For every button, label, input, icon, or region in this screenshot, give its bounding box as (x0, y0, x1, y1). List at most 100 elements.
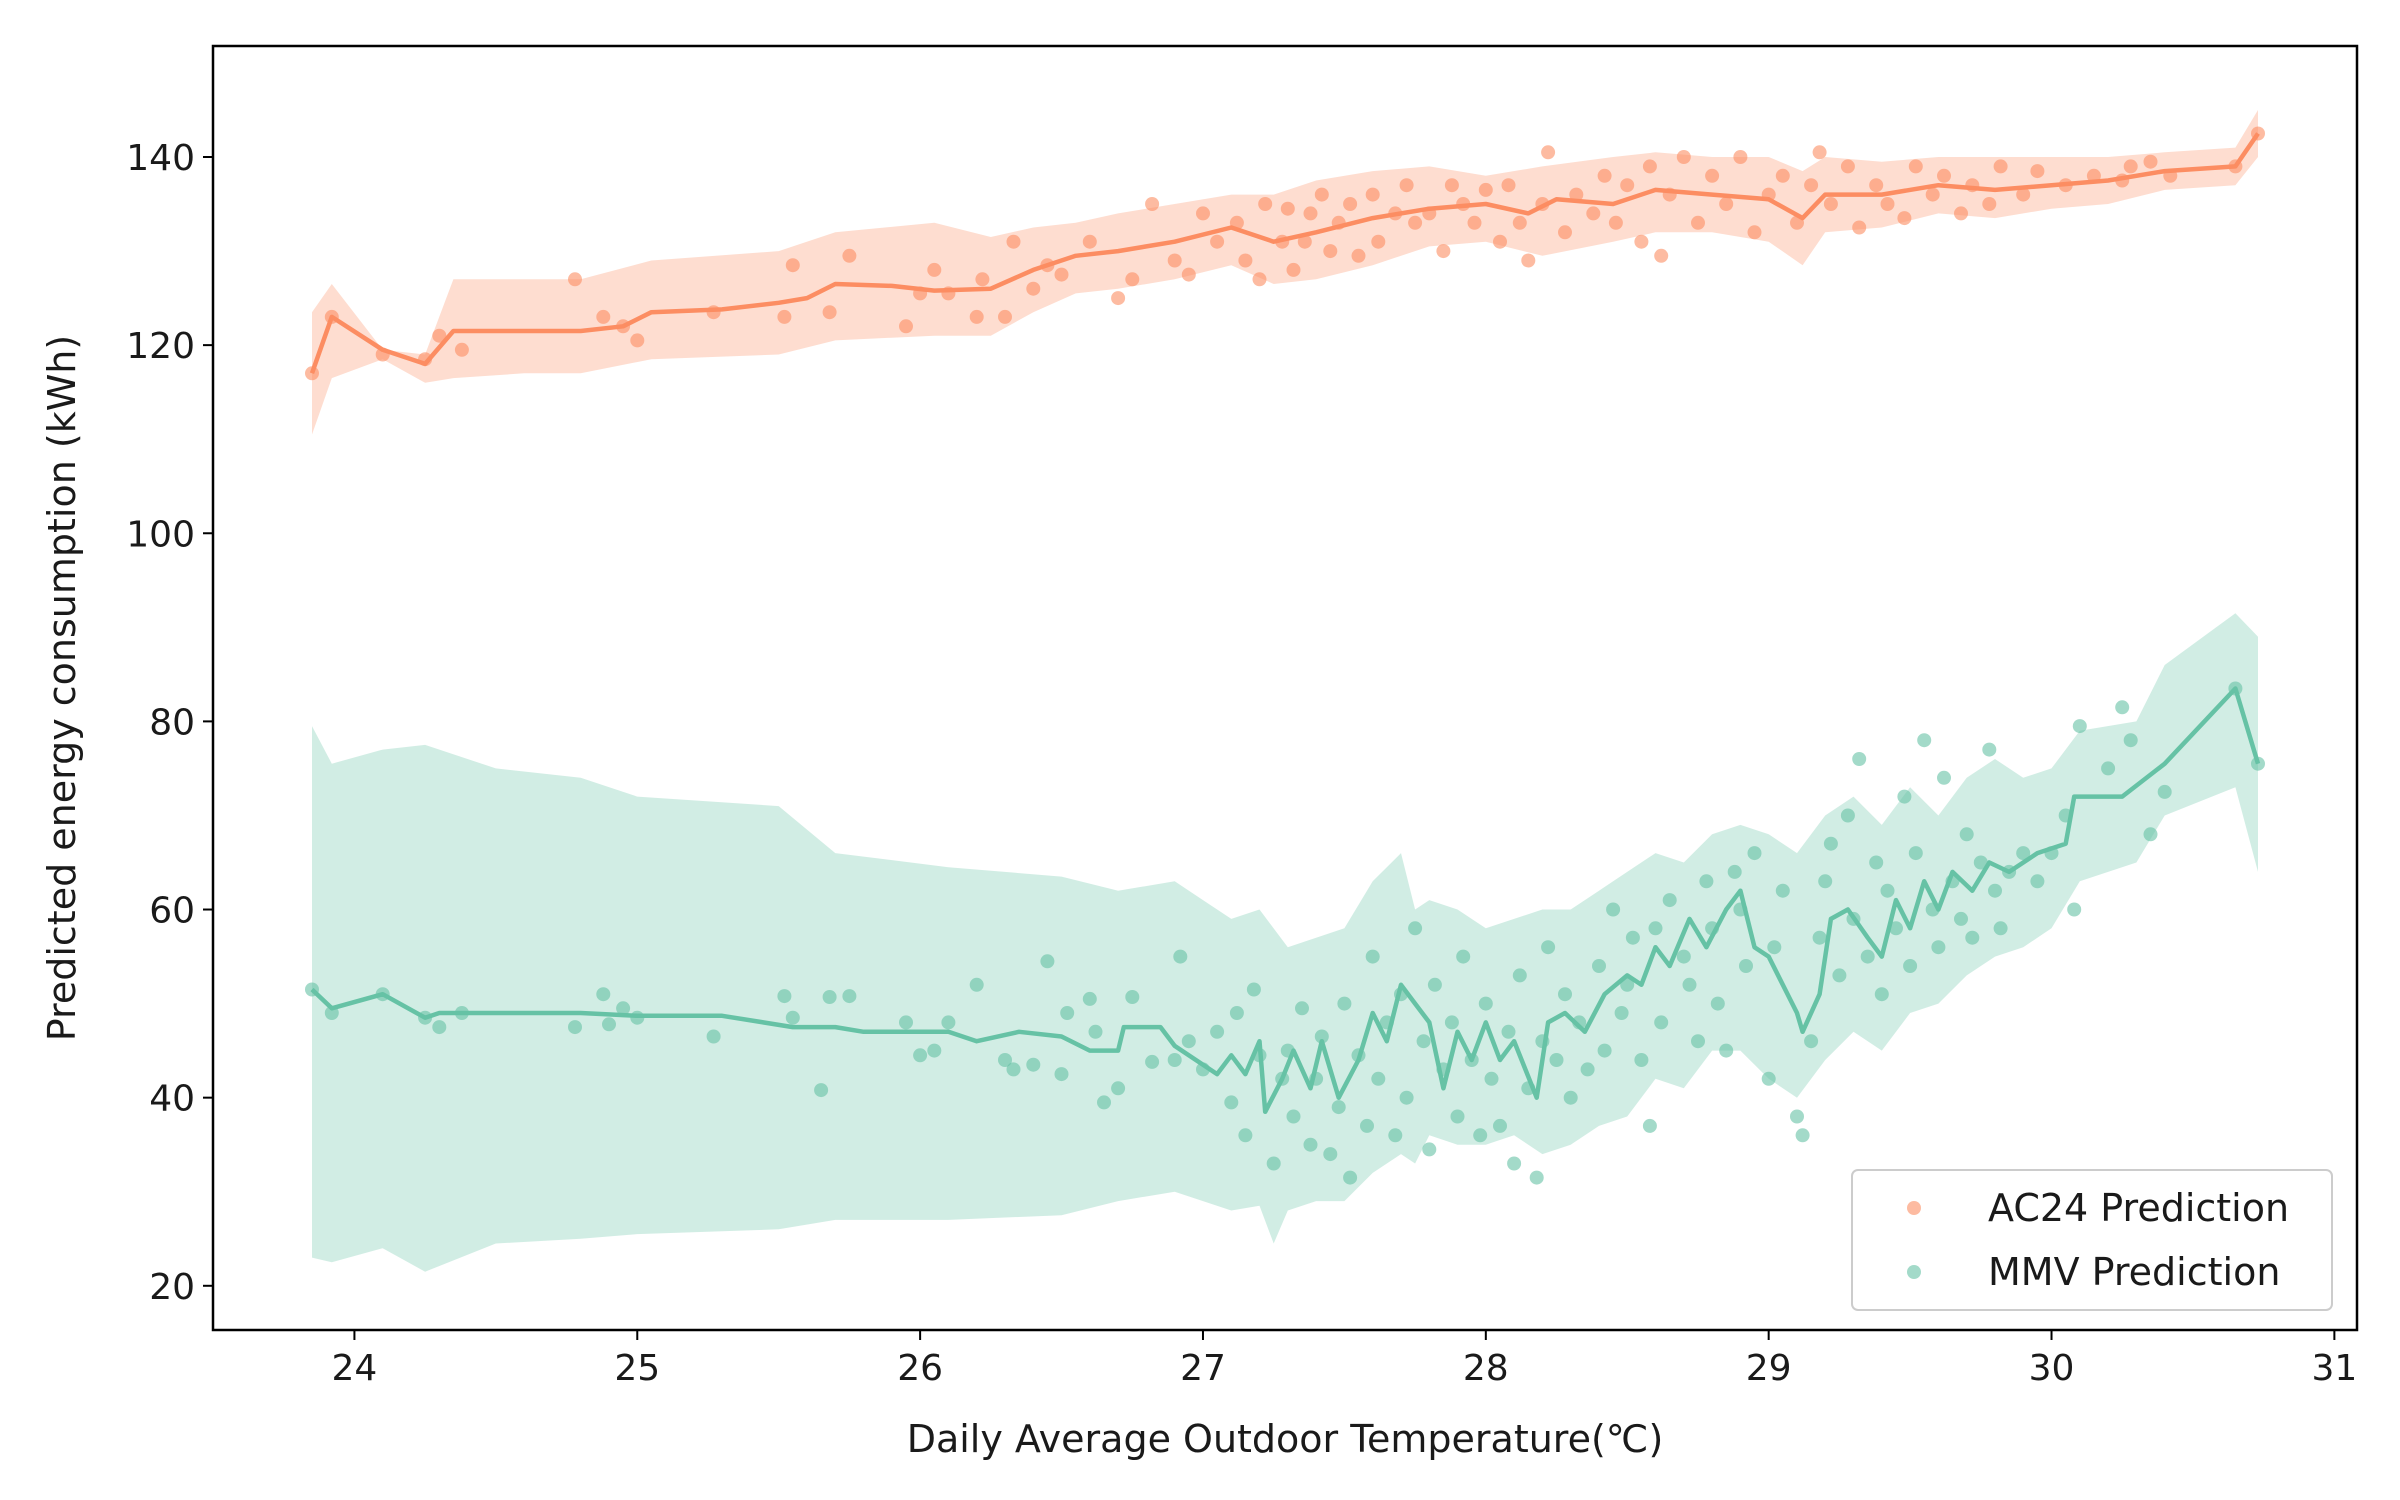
ac24-point (899, 319, 913, 334)
mmv-point (785, 1010, 800, 1025)
ac24-point (1467, 215, 1482, 230)
ac24-point (1408, 215, 1423, 230)
mmv-point (1954, 911, 1968, 926)
trend-lines (309, 132, 2261, 1115)
mmv-point (2072, 719, 2087, 734)
mmv-point (1399, 1090, 1414, 1105)
mmv-point (1040, 954, 1055, 969)
mmv-point (1852, 752, 1867, 766)
mmv-point (1337, 996, 1352, 1011)
ac24-point (1654, 248, 1669, 263)
mmv-point (1662, 893, 1677, 908)
mmv-point (1507, 1156, 1522, 1171)
ac24-point (1852, 220, 1867, 235)
mmv-point (1238, 1128, 1253, 1143)
mmv-point (1988, 883, 2002, 898)
y-tick-label: 100 (126, 514, 195, 555)
ac24-point (1210, 234, 1225, 249)
mmv-point (1343, 1170, 1358, 1185)
mmv-point (1908, 846, 1923, 861)
mmv-point (1580, 1062, 1595, 1077)
ac24-point (2016, 187, 2031, 202)
legend-label-ac24: AC24 Prediction (1988, 1186, 2289, 1230)
mmv-point (1563, 1090, 1578, 1105)
ac24-point (596, 309, 611, 324)
x-tick-label: 26 (897, 1348, 943, 1389)
ac24-point (2123, 159, 2138, 174)
mmv-point (1303, 1137, 1318, 1152)
ac24-point (785, 258, 800, 273)
mmv-point (1795, 1128, 1810, 1143)
mmv-point (1860, 949, 1875, 964)
mmv-point (1246, 982, 1261, 997)
mmv-point (1818, 874, 1833, 889)
ac24-point (1297, 234, 1312, 249)
mmv-point (1775, 883, 1790, 898)
ac24-point (1586, 206, 1601, 221)
ac24-point (1252, 272, 1267, 287)
ac24-point (1823, 197, 1838, 211)
y-tick-label: 40 (149, 1079, 195, 1120)
ac24-point (1501, 178, 1516, 193)
mmv-point (1648, 921, 1663, 936)
mmv-point (1634, 1053, 1649, 1067)
mmv-point (1444, 1015, 1459, 1030)
ac24-point (1286, 262, 1301, 277)
x-axis-ticks: 24 25 26 27 28 29 30 31 (332, 1330, 2357, 1389)
mmv-point (1167, 1053, 1182, 1067)
mmv-point (822, 990, 837, 1004)
ac24-point (1925, 187, 1940, 202)
mmv-point (1331, 1100, 1346, 1115)
mmv-point (1125, 990, 1140, 1004)
mmv-point (1266, 1156, 1281, 1171)
mmv-point (1416, 1034, 1431, 1049)
mmv-point (1026, 1057, 1041, 1072)
mmv-point (1840, 808, 1855, 823)
mmv-point (2101, 761, 2116, 776)
mmv-point (998, 1053, 1012, 1067)
mmv-point (596, 987, 611, 1002)
ac24-point (1371, 234, 1386, 249)
mmv-point (1456, 949, 1471, 964)
x-tick-label: 28 (1463, 1348, 1509, 1389)
x-tick-label: 29 (1746, 1348, 1792, 1389)
mmv-point (2143, 827, 2158, 842)
mmv-point (1620, 977, 1635, 992)
mmv-point (1965, 930, 1980, 945)
ac24-point (822, 305, 837, 320)
ac24-point (1280, 201, 1295, 216)
mmv-point (1082, 991, 1097, 1006)
ac24-point (1840, 159, 1855, 174)
ac24-point (1314, 187, 1329, 202)
mmv-point (1739, 959, 1753, 973)
ac24-point (1196, 206, 1210, 221)
ac24-point (1323, 244, 1338, 259)
mmv-point (927, 1043, 942, 1058)
mmv-point (2016, 846, 2031, 861)
mmv-point (1006, 1062, 1021, 1077)
ac24-point (1804, 178, 1819, 193)
mmv-point (1897, 789, 1912, 804)
mmv-point (1427, 977, 1442, 992)
mmv-point (1493, 1118, 1507, 1133)
mmv-point (1804, 1034, 1819, 1049)
mmv-point (1699, 874, 1714, 889)
ac24-point (1238, 253, 1253, 268)
mmv-point (1111, 1081, 1126, 1096)
mmv-point (1917, 733, 1932, 748)
mmv-point (1484, 1071, 1499, 1086)
x-tick-label: 25 (614, 1348, 660, 1389)
mmv-point (1606, 902, 1621, 917)
legend-label-mmv: MMV Prediction (1988, 1250, 2280, 1294)
legend[interactable]: AC24 Prediction MMV Prediction (1851, 1169, 2333, 1311)
mmv-point (1812, 930, 1827, 945)
ac24-point (998, 309, 1012, 324)
mmv-point (1937, 770, 1951, 785)
mmv-point (969, 977, 984, 992)
ac24-point (1897, 211, 1912, 226)
ac24-point (568, 272, 582, 287)
mmv-point (2115, 700, 2130, 715)
ac24-point (1691, 215, 1705, 230)
mmv-point (842, 989, 857, 1004)
x-tick-label: 31 (2311, 1348, 2357, 1389)
